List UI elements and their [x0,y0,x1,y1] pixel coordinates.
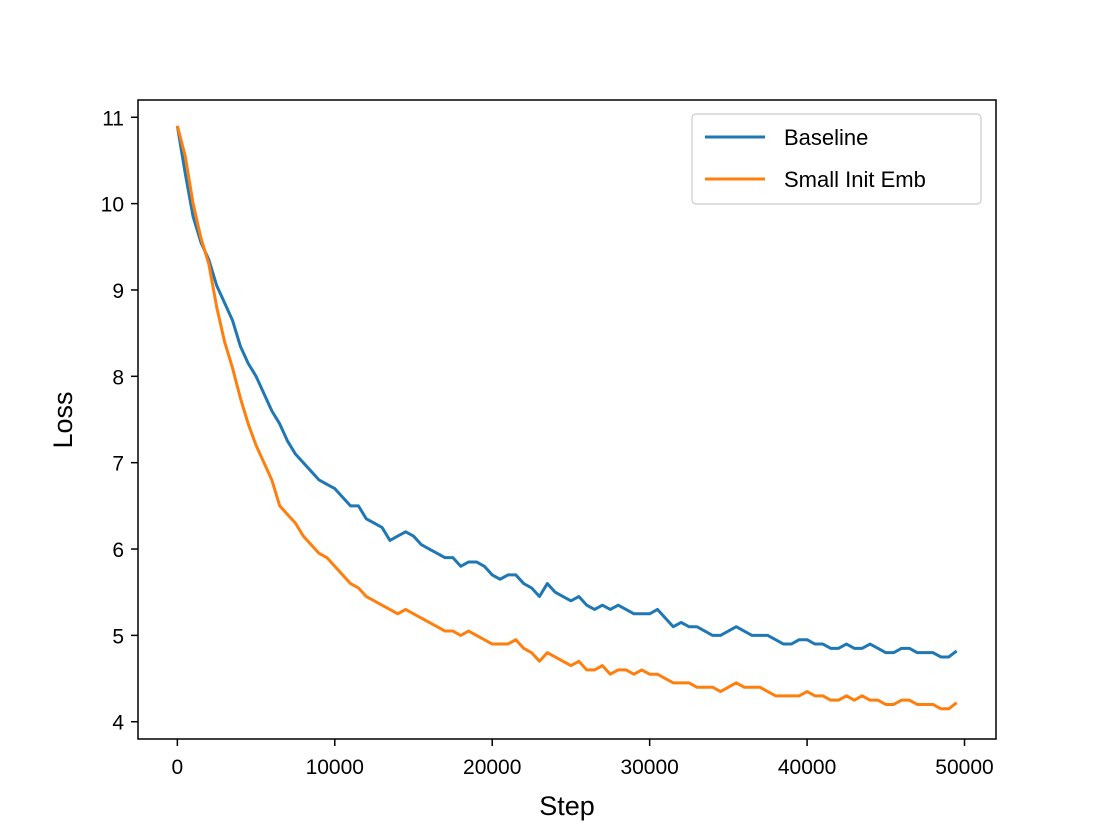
y-tick-label: 5 [112,625,124,648]
x-tick-label: 40000 [778,756,836,779]
plot-area [138,100,996,739]
y-tick-label: 7 [112,453,124,476]
y-axis: 4 5 6 7 8 9 10 11 [101,107,138,735]
y-axis-title: Loss [48,391,78,448]
y-tick-label: 10 [101,194,124,217]
x-tick-label: 0 [172,756,184,779]
series-line-baseline [175,125,958,659]
series-line-small-init-emb [175,125,958,711]
legend-label-small-init-emb: Small Init Emb [784,167,926,192]
plot-frame [137,99,997,740]
x-tick-label: 20000 [463,756,521,779]
x-axis-title: Step [539,791,595,821]
y-tick-label: 4 [112,712,124,735]
x-tick-label: 50000 [935,756,993,779]
series-layer [175,125,958,711]
y-tick-label: 9 [112,280,124,303]
legend: Baseline Small Init Emb [691,113,982,205]
y-tick-label: 8 [112,366,124,389]
x-tick-label: 10000 [306,756,364,779]
y-tick-label: 6 [112,539,124,562]
y-tick-label: 11 [102,107,124,130]
legend-label-baseline: Baseline [784,125,868,150]
x-tick-label: 30000 [620,756,678,779]
x-axis: 0 10000 20000 30000 40000 50000 [172,739,994,779]
